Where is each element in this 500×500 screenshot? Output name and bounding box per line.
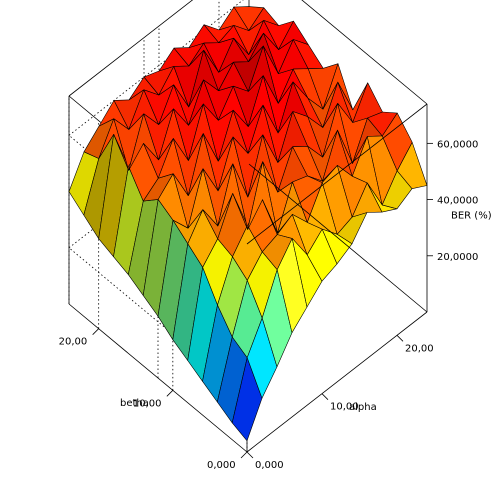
y-tick-mark — [240, 451, 248, 459]
box-edge — [246, 103, 428, 245]
y-tick-mark — [166, 390, 174, 397]
y-tick-mark — [92, 328, 99, 335]
x-axis-title: alpha — [349, 402, 377, 413]
x-tick-mark — [321, 393, 329, 400]
y-tick-label: 20,00 — [59, 337, 88, 348]
y-tick-label: 0,000 — [207, 460, 236, 471]
y-axis-title: betha — [120, 398, 149, 409]
x-tick-mark — [396, 335, 404, 342]
z-axis-title: BER (%) — [451, 210, 492, 221]
box-edge — [68, 0, 194, 97]
surface-mesh — [68, 6, 428, 442]
box-edge — [301, 0, 428, 105]
axes-group: 0,000 10,00 20,00 0,000 10,00 20,00 20,0… — [59, 139, 492, 471]
x-tick-label: 0,000 — [255, 460, 284, 471]
box-edge — [248, 163, 428, 313]
z-tick-label: 40,0000 — [437, 196, 478, 207]
x-tick-mark — [246, 451, 254, 459]
x-tick-label: 10,00 — [330, 402, 359, 413]
x-tick-label: 20,00 — [405, 343, 434, 354]
z-tick-label: 20,0000 — [437, 252, 478, 263]
y-tick-label: 10,00 — [133, 398, 162, 409]
surface-patch — [396, 142, 428, 189]
z-tick-label: 60,0000 — [437, 139, 478, 150]
